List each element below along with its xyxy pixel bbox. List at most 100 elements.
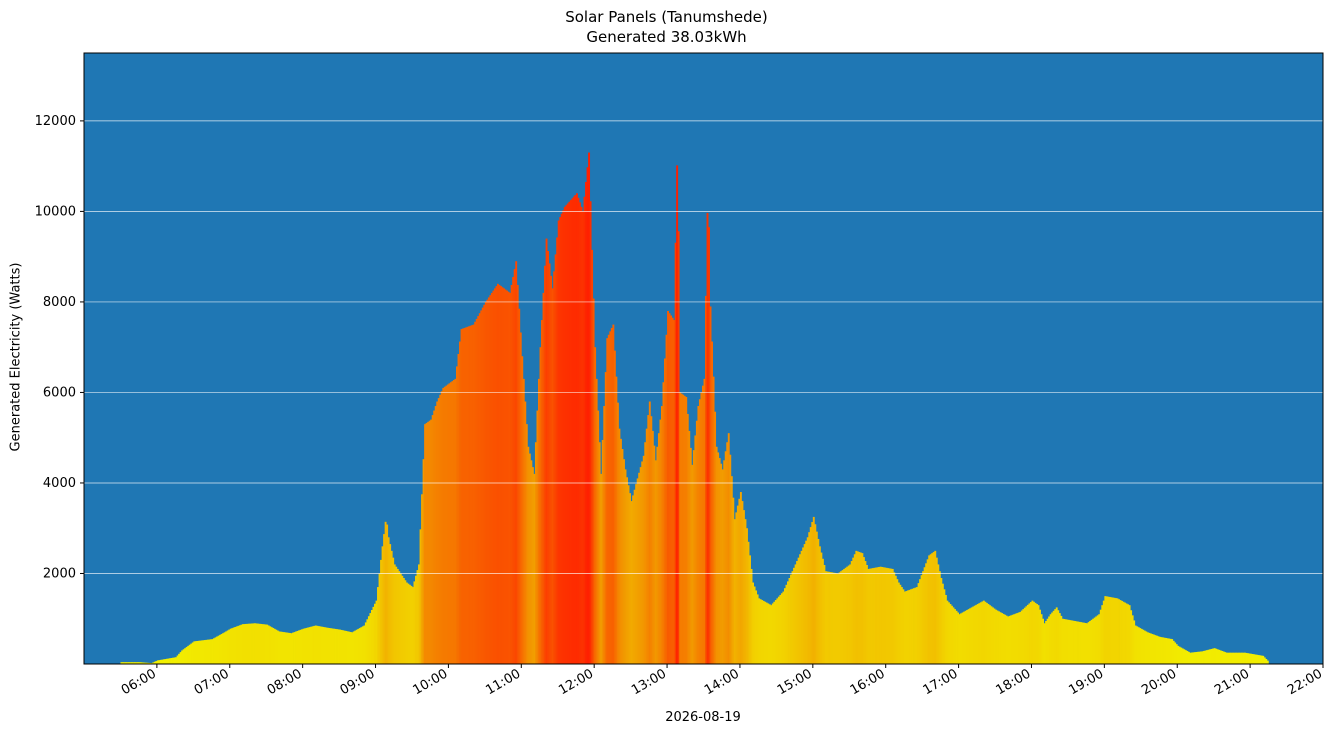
bar bbox=[275, 629, 278, 664]
bar bbox=[489, 295, 492, 664]
bar bbox=[1219, 650, 1222, 664]
bar bbox=[503, 288, 505, 664]
bar bbox=[803, 544, 806, 664]
bar bbox=[1002, 613, 1005, 664]
bar bbox=[178, 653, 181, 664]
bar bbox=[657, 433, 660, 664]
bar bbox=[746, 528, 748, 664]
bar bbox=[466, 326, 469, 664]
bar bbox=[498, 284, 501, 664]
bar bbox=[603, 406, 606, 664]
bar bbox=[791, 571, 794, 664]
bar bbox=[609, 331, 612, 664]
bar bbox=[378, 573, 381, 664]
bar bbox=[410, 585, 413, 664]
bar bbox=[1072, 620, 1075, 664]
bar bbox=[630, 501, 633, 664]
bar bbox=[709, 306, 712, 664]
bar bbox=[497, 283, 499, 664]
bar bbox=[890, 568, 893, 664]
x-tick-label: 13:00 bbox=[629, 666, 669, 698]
bar bbox=[370, 609, 373, 664]
bar bbox=[1102, 600, 1105, 664]
bar bbox=[516, 284, 519, 664]
bar bbox=[756, 594, 759, 664]
bar bbox=[465, 327, 468, 664]
bar bbox=[834, 572, 836, 664]
bar bbox=[978, 603, 981, 664]
bar bbox=[858, 551, 861, 664]
bar bbox=[1250, 653, 1253, 664]
bar bbox=[351, 632, 354, 664]
bar bbox=[891, 568, 894, 664]
bar bbox=[660, 406, 663, 664]
bar bbox=[1131, 615, 1134, 664]
bar bbox=[1017, 612, 1020, 664]
bar bbox=[582, 211, 584, 664]
y-tick-label: 8000 bbox=[43, 295, 76, 310]
bar bbox=[741, 501, 744, 664]
bar bbox=[638, 472, 641, 664]
bar bbox=[292, 632, 294, 664]
bar bbox=[668, 313, 671, 664]
bar bbox=[1108, 596, 1111, 664]
bar bbox=[855, 550, 858, 664]
bar bbox=[521, 356, 524, 664]
bar bbox=[585, 181, 587, 664]
bar bbox=[141, 662, 144, 664]
bar bbox=[568, 201, 571, 665]
bar bbox=[537, 378, 540, 664]
bar bbox=[920, 575, 923, 664]
bar bbox=[926, 559, 929, 664]
bar bbox=[817, 538, 820, 664]
bar bbox=[916, 587, 918, 664]
bar bbox=[1049, 614, 1052, 664]
bar bbox=[1233, 652, 1236, 664]
bar bbox=[1162, 637, 1164, 664]
bar bbox=[736, 505, 739, 664]
bar bbox=[205, 639, 208, 664]
bar bbox=[960, 613, 963, 664]
bar bbox=[569, 200, 572, 664]
bar bbox=[431, 415, 434, 664]
bar bbox=[621, 449, 624, 664]
bar bbox=[744, 519, 747, 664]
bar bbox=[1248, 653, 1251, 664]
bar bbox=[686, 413, 689, 664]
bar bbox=[802, 547, 805, 664]
bar bbox=[367, 616, 370, 664]
bar bbox=[226, 630, 229, 664]
bar bbox=[837, 573, 840, 664]
bar bbox=[1221, 650, 1224, 664]
bar bbox=[290, 633, 293, 664]
bar bbox=[896, 579, 899, 664]
bar bbox=[683, 395, 686, 664]
bar bbox=[459, 341, 461, 664]
bar bbox=[1060, 615, 1063, 664]
bar bbox=[208, 639, 211, 664]
bar bbox=[1181, 648, 1184, 664]
bar bbox=[650, 416, 653, 664]
bar bbox=[679, 392, 682, 664]
bar bbox=[1058, 613, 1061, 664]
bar bbox=[985, 602, 988, 664]
bar bbox=[900, 587, 903, 664]
bar bbox=[134, 662, 137, 664]
bar bbox=[899, 584, 902, 664]
bar bbox=[380, 559, 383, 664]
bar bbox=[285, 632, 288, 664]
bar bbox=[1180, 647, 1183, 664]
bar bbox=[1093, 617, 1096, 664]
bar bbox=[706, 212, 709, 664]
bar bbox=[562, 210, 565, 664]
bar bbox=[319, 626, 322, 664]
bar bbox=[577, 197, 580, 664]
bar bbox=[838, 572, 841, 664]
bar bbox=[129, 662, 132, 664]
bar bbox=[862, 557, 865, 664]
bar bbox=[1172, 640, 1175, 664]
bar bbox=[627, 485, 630, 664]
bar bbox=[374, 603, 376, 664]
bar bbox=[395, 566, 398, 664]
bar bbox=[1230, 652, 1233, 664]
